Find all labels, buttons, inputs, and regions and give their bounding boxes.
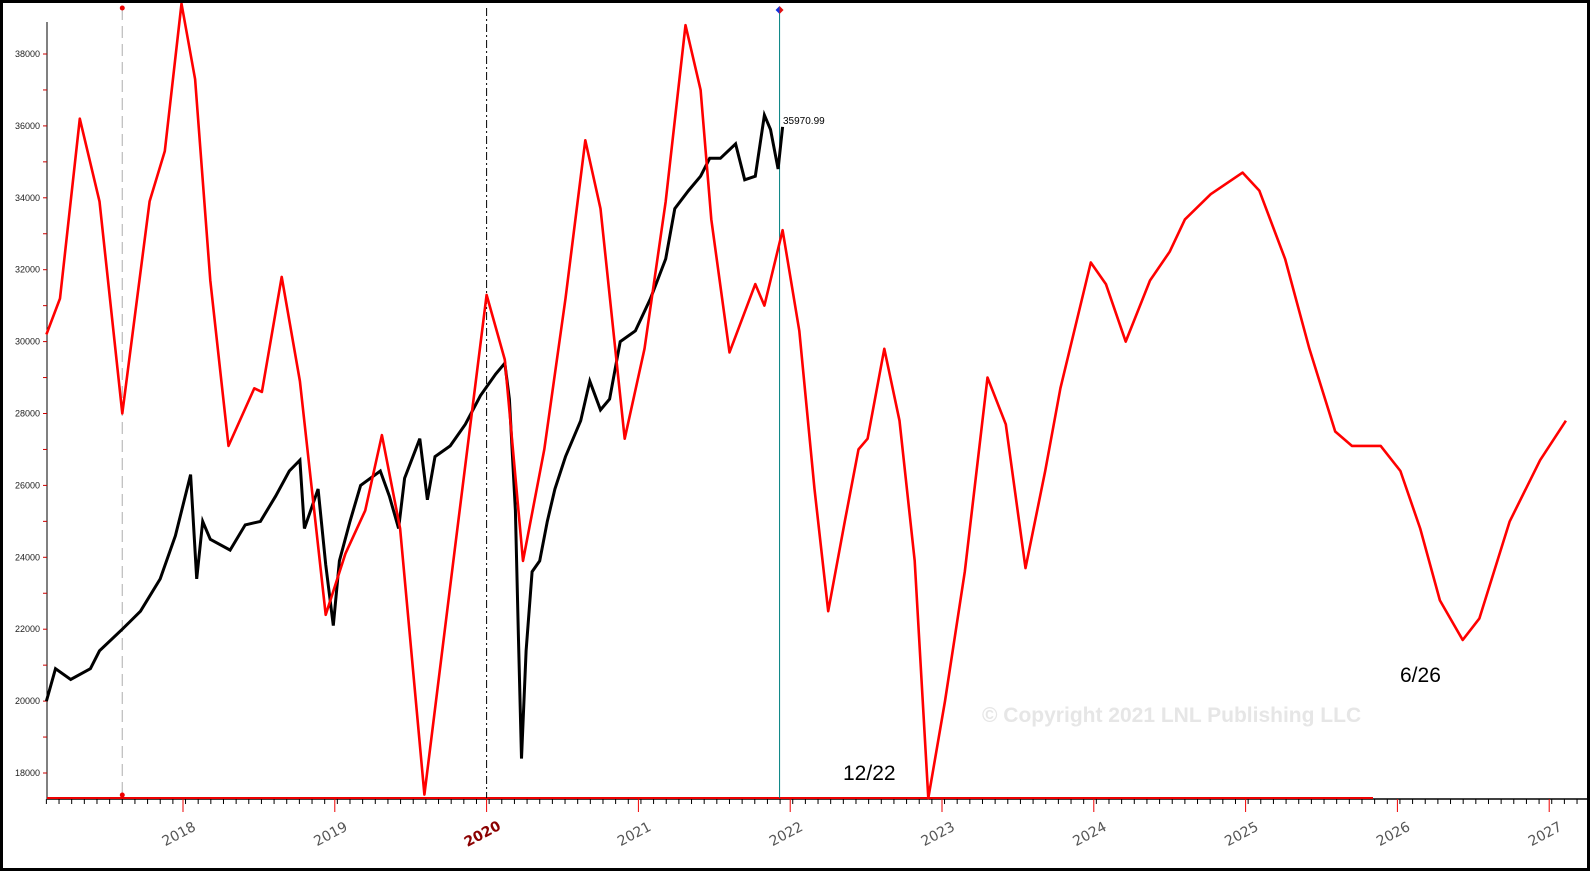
marker-dot-top: [119, 5, 125, 11]
x-tick-label-2024: 2024: [1070, 819, 1109, 850]
x-tick-label-2023: 2023: [919, 819, 958, 850]
marker-dot-bottom: [119, 792, 125, 798]
y-tick-label: 24000: [15, 552, 40, 562]
cycle-line: [45, 3, 1567, 800]
y-tick-label: 28000: [15, 409, 40, 419]
x-axis: 2018 2019 2020 2021 2022 2023 2024 2025 2026 2027: [45, 797, 1587, 851]
price-line: [44, 109, 785, 759]
x-tick-label-2019: 2019: [311, 819, 350, 850]
y-axis: 18000 20000 22000 24000 26000 28000 30000 32000…: [15, 22, 48, 799]
last-value-label: 35970.99: [783, 116, 825, 127]
cursor-diamond-left-icon: [775, 6, 780, 14]
watermark: © Copyright 2021 LNL Publishing LLC: [982, 704, 1361, 727]
y-tick-label: 26000: [15, 480, 40, 490]
x-tick-label-2027: 2027: [1526, 819, 1565, 850]
y-tick-label: 22000: [15, 624, 40, 634]
y-tick-label: 34000: [15, 193, 40, 203]
x-tick-label-2025: 2025: [1222, 819, 1261, 850]
annotation-12-22: 12/22: [843, 762, 896, 785]
y-tick-label: 18000: [15, 768, 40, 778]
series-group: [44, 3, 1567, 800]
y-tick-label: 36000: [15, 121, 40, 131]
x-tick-label-2021: 2021: [615, 819, 654, 850]
y-tick-label: 20000: [15, 696, 40, 706]
vertical-markers: [119, 5, 784, 798]
x-tick-label-2026: 2026: [1374, 819, 1413, 850]
cursor-diamond-right-icon: [779, 6, 784, 14]
annotation-6-26: 6/26: [1400, 664, 1441, 687]
x-tick-label-2020: 2020: [462, 818, 504, 851]
y-tick-label: 32000: [15, 265, 40, 275]
x-tick-label-2018: 2018: [160, 819, 199, 850]
x-tick-label-2022: 2022: [767, 819, 806, 850]
y-tick-label: 30000: [15, 337, 40, 347]
y-tick-label: 38000: [15, 49, 40, 59]
